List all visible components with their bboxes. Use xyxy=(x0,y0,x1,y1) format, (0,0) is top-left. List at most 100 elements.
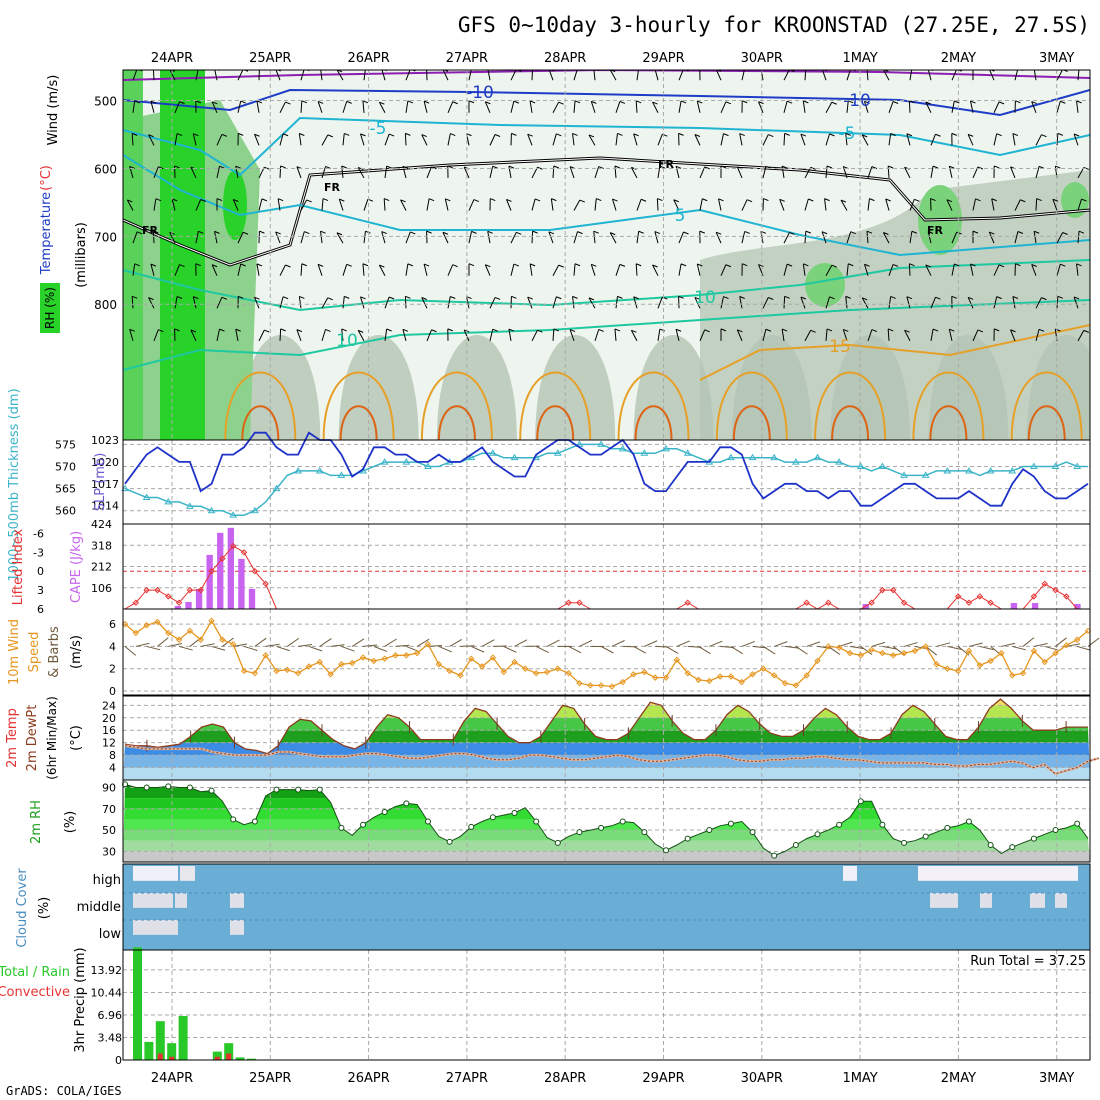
thickness-point xyxy=(727,453,735,461)
rh-band xyxy=(123,787,1090,799)
wind-barb-flag xyxy=(336,232,343,236)
wind-barb-flag xyxy=(652,101,658,105)
rh-point xyxy=(922,833,929,840)
wind-barb xyxy=(404,133,407,146)
wind-barb xyxy=(395,644,410,647)
wind-barb xyxy=(174,133,178,146)
wind-barb xyxy=(657,166,661,179)
cloud-row-label: high xyxy=(93,873,121,888)
cloud-patch xyxy=(180,866,195,881)
wind-barb-flag xyxy=(532,230,538,234)
wind-barb xyxy=(864,264,869,276)
wind-barb-flag xyxy=(275,231,281,235)
wind-barb-flag xyxy=(235,165,241,169)
rh-moist-cell xyxy=(805,263,845,307)
lifted-index-point xyxy=(219,555,226,562)
wind-barb-flag xyxy=(301,263,308,267)
wind-barb xyxy=(925,646,938,656)
wind-barb-flag xyxy=(299,133,305,136)
date-label-bottom: 27APR xyxy=(446,1071,488,1086)
wind-barb xyxy=(383,198,386,211)
wind-barb xyxy=(758,101,764,113)
wind-barb-flag xyxy=(193,133,199,137)
rh-point xyxy=(857,798,864,805)
wind-barb-flag xyxy=(977,329,984,333)
wind-barb xyxy=(174,264,180,276)
thickness-point xyxy=(272,484,281,492)
wind-barb-flag xyxy=(421,134,427,138)
temp-tick-label: 4 xyxy=(109,762,116,775)
wind-barb xyxy=(529,263,533,276)
wind-barb-flag xyxy=(240,100,246,104)
wind-barb xyxy=(783,101,788,113)
isotherm-20 xyxy=(929,405,968,440)
wind-barb-flag xyxy=(383,198,390,202)
wind-barb-flag xyxy=(513,100,520,104)
date-label-bottom: 25APR xyxy=(249,1071,291,1086)
wind-barb-flag xyxy=(468,100,475,104)
wind-barb-flag xyxy=(537,329,543,333)
wind-barb-flag xyxy=(683,231,689,235)
isotherm xyxy=(123,157,1090,266)
rh-point xyxy=(1009,844,1016,851)
wind-barb-flag xyxy=(619,100,626,104)
wind-barb-flag xyxy=(296,329,303,333)
wind-barb xyxy=(802,263,806,276)
wind-barb-flag xyxy=(850,231,856,235)
wind-barb-flag xyxy=(410,231,416,235)
wind-barb-flag xyxy=(431,166,437,170)
isotherm xyxy=(123,299,1090,371)
cross-section: -10 -10 -5 -5 5 10 10 15 FR FR FR FR xyxy=(123,70,1090,440)
wind-barb-flag xyxy=(861,297,868,301)
wind-barb-flag xyxy=(746,199,753,203)
wind-barb-flag xyxy=(421,297,427,300)
wind-barb-flag xyxy=(238,295,244,299)
wind-barb xyxy=(192,296,197,309)
wind-barb xyxy=(216,166,220,179)
wind-barb-flag xyxy=(631,166,637,170)
wind-barb-flag xyxy=(386,165,392,169)
wind-barb xyxy=(178,645,193,651)
wind-barb-flag xyxy=(866,230,873,234)
wind-barb-flag xyxy=(506,198,512,202)
wind-barb-flag xyxy=(972,230,979,234)
wind-barb-flag xyxy=(930,198,936,202)
wind-barb xyxy=(802,100,806,113)
wind-barb xyxy=(946,199,953,211)
wind-barb xyxy=(190,329,197,342)
wind-barb xyxy=(330,644,345,647)
wind-speed-point xyxy=(835,644,843,651)
rh-point xyxy=(1074,820,1081,827)
wind-barb-flag xyxy=(652,264,658,268)
wind-barb-flag xyxy=(195,263,201,267)
wind-barb-flag xyxy=(529,100,536,104)
wind-barb xyxy=(993,264,1000,276)
wind-barb xyxy=(131,133,134,146)
wind-barb-flag xyxy=(511,295,517,299)
wind-barb xyxy=(763,646,776,655)
wind-barb xyxy=(633,296,638,309)
wind-barb xyxy=(630,167,638,179)
wind-barb xyxy=(360,133,365,146)
wind-barb xyxy=(150,101,155,113)
wind-barb-flag xyxy=(195,100,201,104)
thickness-point xyxy=(229,511,238,518)
li-tick-label: -6 xyxy=(33,527,44,540)
date-label-bottom: 1MAY xyxy=(842,1071,877,1086)
wind-speed-point xyxy=(251,669,259,677)
cloud-patch xyxy=(230,920,244,935)
wind-barb-flag xyxy=(256,263,263,267)
wind-barb xyxy=(1033,231,1037,244)
wind-barb xyxy=(783,232,790,244)
wind-barb xyxy=(947,645,962,650)
thickness-point xyxy=(1073,462,1082,470)
wind-barb xyxy=(720,264,727,276)
rh-moist-cell xyxy=(1061,182,1089,218)
wind-barb-flag xyxy=(784,295,790,299)
lifted-index-point xyxy=(251,568,259,575)
wind-barb xyxy=(363,199,369,211)
wind-speed-point xyxy=(630,671,637,678)
wind-barb-flag xyxy=(405,132,411,136)
thickness-point xyxy=(489,449,497,456)
wind-barb-flag xyxy=(911,230,918,234)
